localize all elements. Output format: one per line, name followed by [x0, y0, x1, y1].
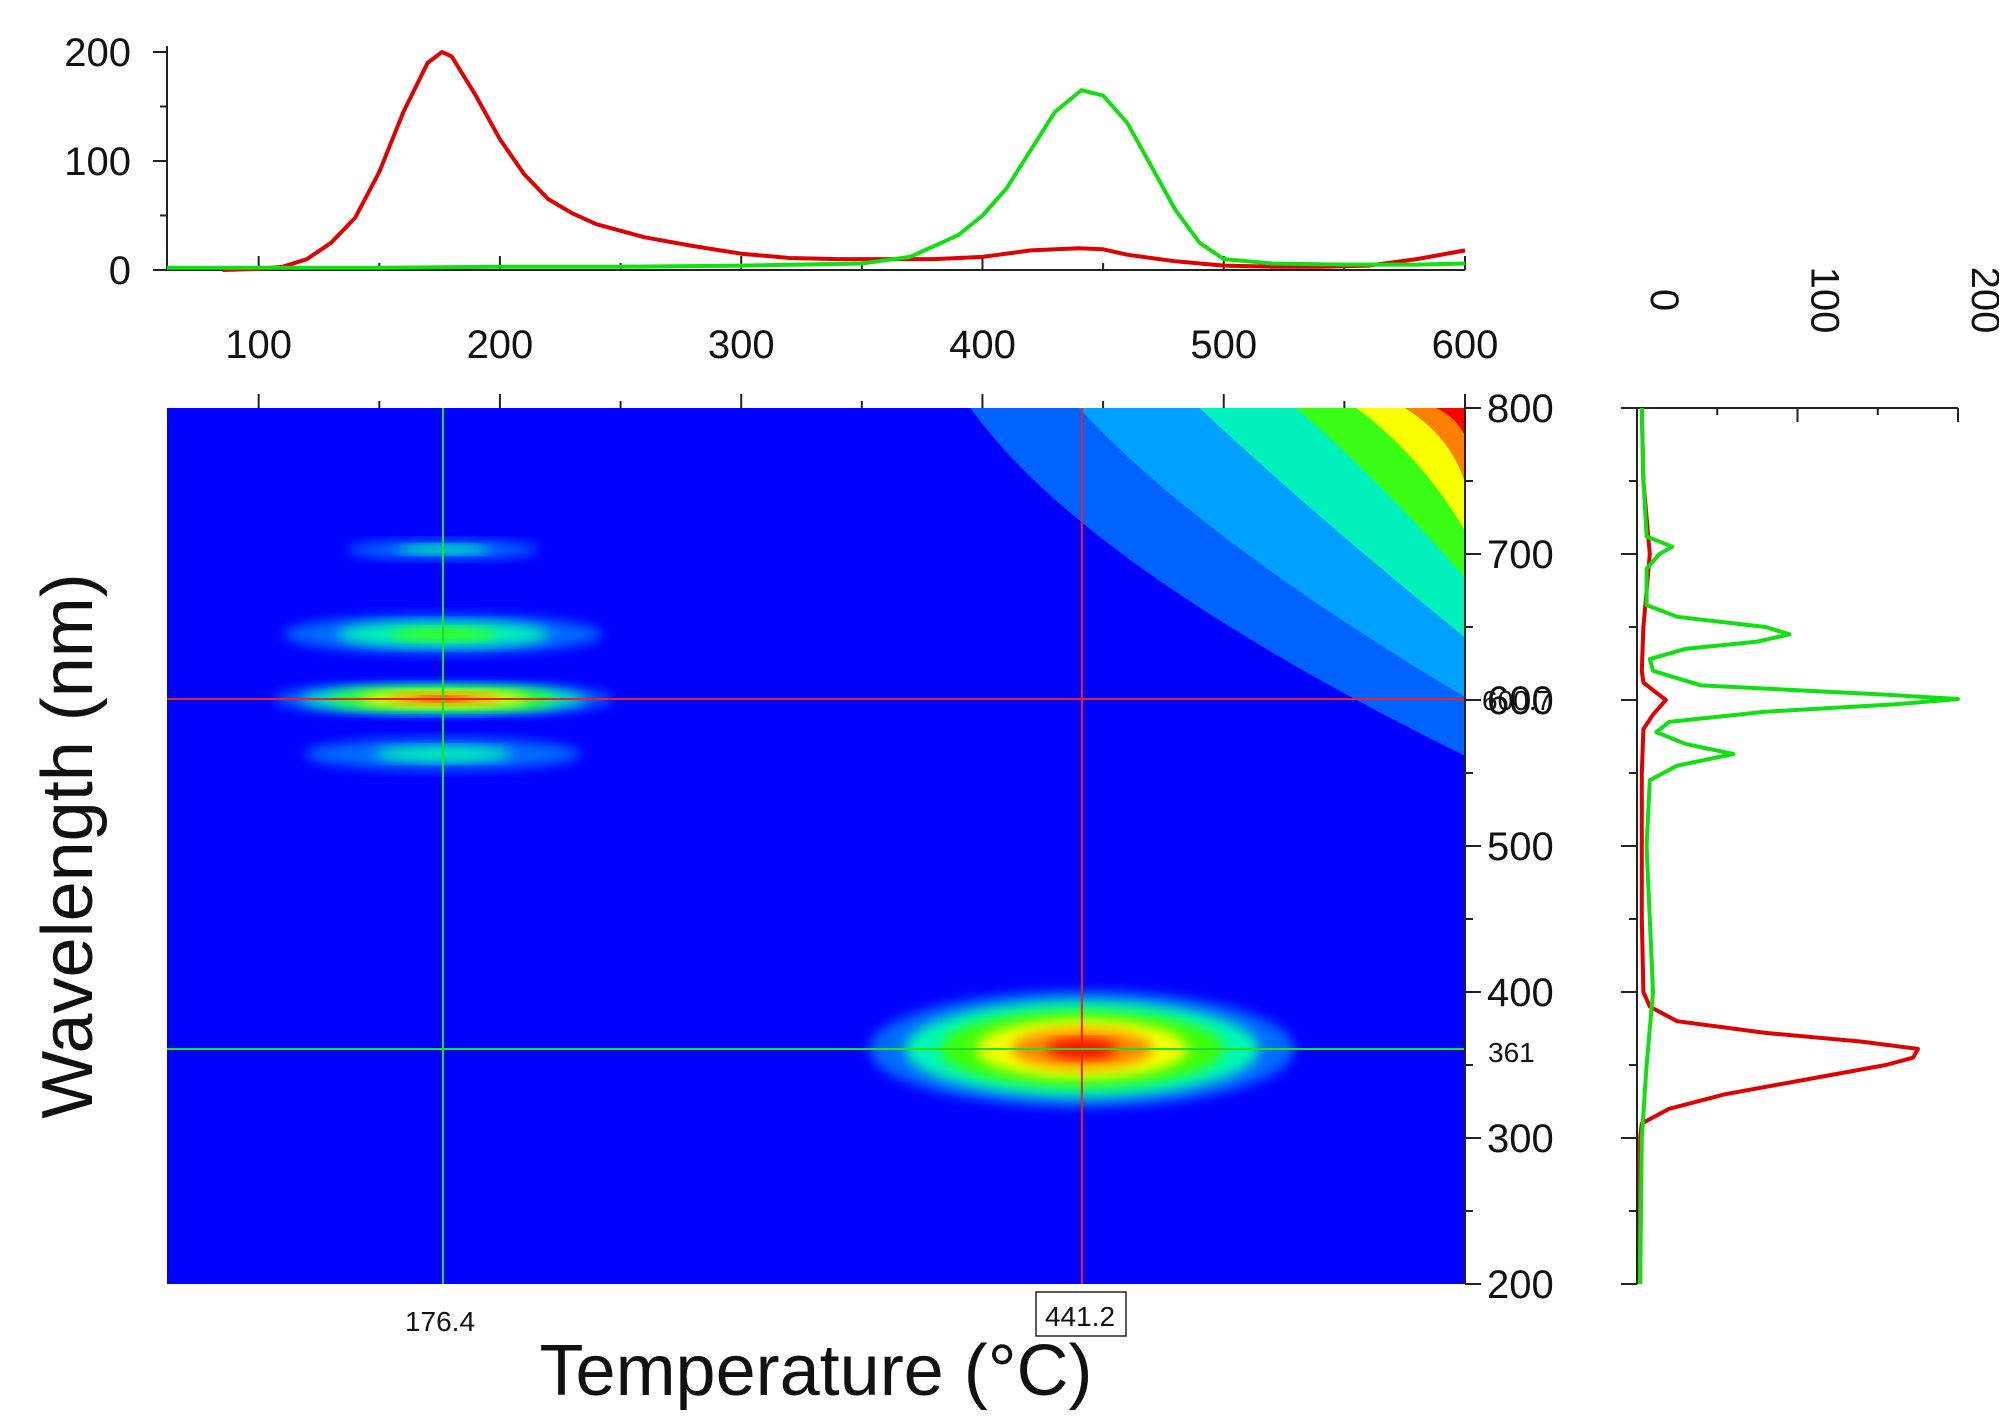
right-x-tick-label-200: 200: [1963, 267, 1999, 334]
right-profile-series: [1638, 407, 1960, 1285]
contour-map-top-ticks: [257, 394, 1466, 408]
right-profile-panel: 0 100 200: [1621, 267, 1999, 1285]
top-profile-series: [167, 50, 1466, 272]
right-series-line-0: [1638, 407, 1920, 1284]
y-axis-title: Wavelength (nm): [28, 573, 108, 1119]
top-profile-panel: 0 100 200 100 200 300 400 500 600: [64, 31, 1498, 367]
right-series-line-1: [1638, 407, 1960, 1285]
top-x-tick-label-300: 300: [708, 323, 775, 367]
top-y-tick-label-100: 100: [64, 140, 131, 184]
top-y-tick-label-200: 200: [64, 31, 131, 75]
map-y-tick-label-400: 400: [1487, 971, 1554, 1015]
top-series-line-0: [222, 50, 1466, 272]
top-y-tick-label-0: 0: [109, 249, 131, 293]
top-x-tick-label-500: 500: [1190, 323, 1257, 367]
top-profile-y-axis: 0 100 200: [64, 31, 168, 293]
contour-map-right-axis: 200 300 400 500 600 700 800: [1464, 387, 1554, 1307]
map-y-tick-label-800: 800: [1487, 387, 1554, 431]
marker-label-x-green: 176.4: [405, 1306, 475, 1337]
map-y-tick-label-700: 700: [1487, 533, 1554, 577]
ridge-band-4: [1356, 408, 1465, 531]
marker-label-y-red: 600.7: [1482, 685, 1552, 716]
map-y-tick-label-500: 500: [1487, 825, 1554, 869]
high-temperature-ridge: [970, 408, 1465, 756]
right-profile-axes: 0 100 200: [1621, 267, 1999, 1285]
contour-map-panel: 200 300 400 500 600 700 800 Temperature (°C) W…: [28, 387, 1554, 1411]
map-y-tick-label-600: 600: [1487, 679, 1554, 723]
map-y-tick-label-200: 200: [1487, 1263, 1554, 1307]
marker-label-x-red-box: [1035, 1291, 1127, 1337]
x-axis-title: Temperature (°C): [540, 1331, 1093, 1411]
ridge-band-5: [1404, 408, 1465, 483]
marker-label-x-red: 441.2: [1045, 1301, 1115, 1332]
ridge-band-6: [1436, 408, 1465, 437]
contour-map-crosshairs: [167, 408, 1465, 1284]
top-x-tick-label-400: 400: [949, 323, 1016, 367]
right-x-tick-label-0: 0: [1642, 289, 1686, 311]
top-profile-x-axis: 100 200 300 400 500 600: [167, 256, 1498, 367]
top-x-tick-label-200: 200: [467, 323, 534, 367]
map-y-tick-label-300: 300: [1487, 1117, 1554, 1161]
marker-label-y-green: 361: [1488, 1037, 1535, 1068]
right-x-tick-label-100: 100: [1803, 267, 1847, 334]
top-x-tick-label-100: 100: [225, 323, 292, 367]
top-series-line-1: [167, 88, 1466, 270]
top-x-tick-label-600: 600: [1432, 323, 1499, 367]
